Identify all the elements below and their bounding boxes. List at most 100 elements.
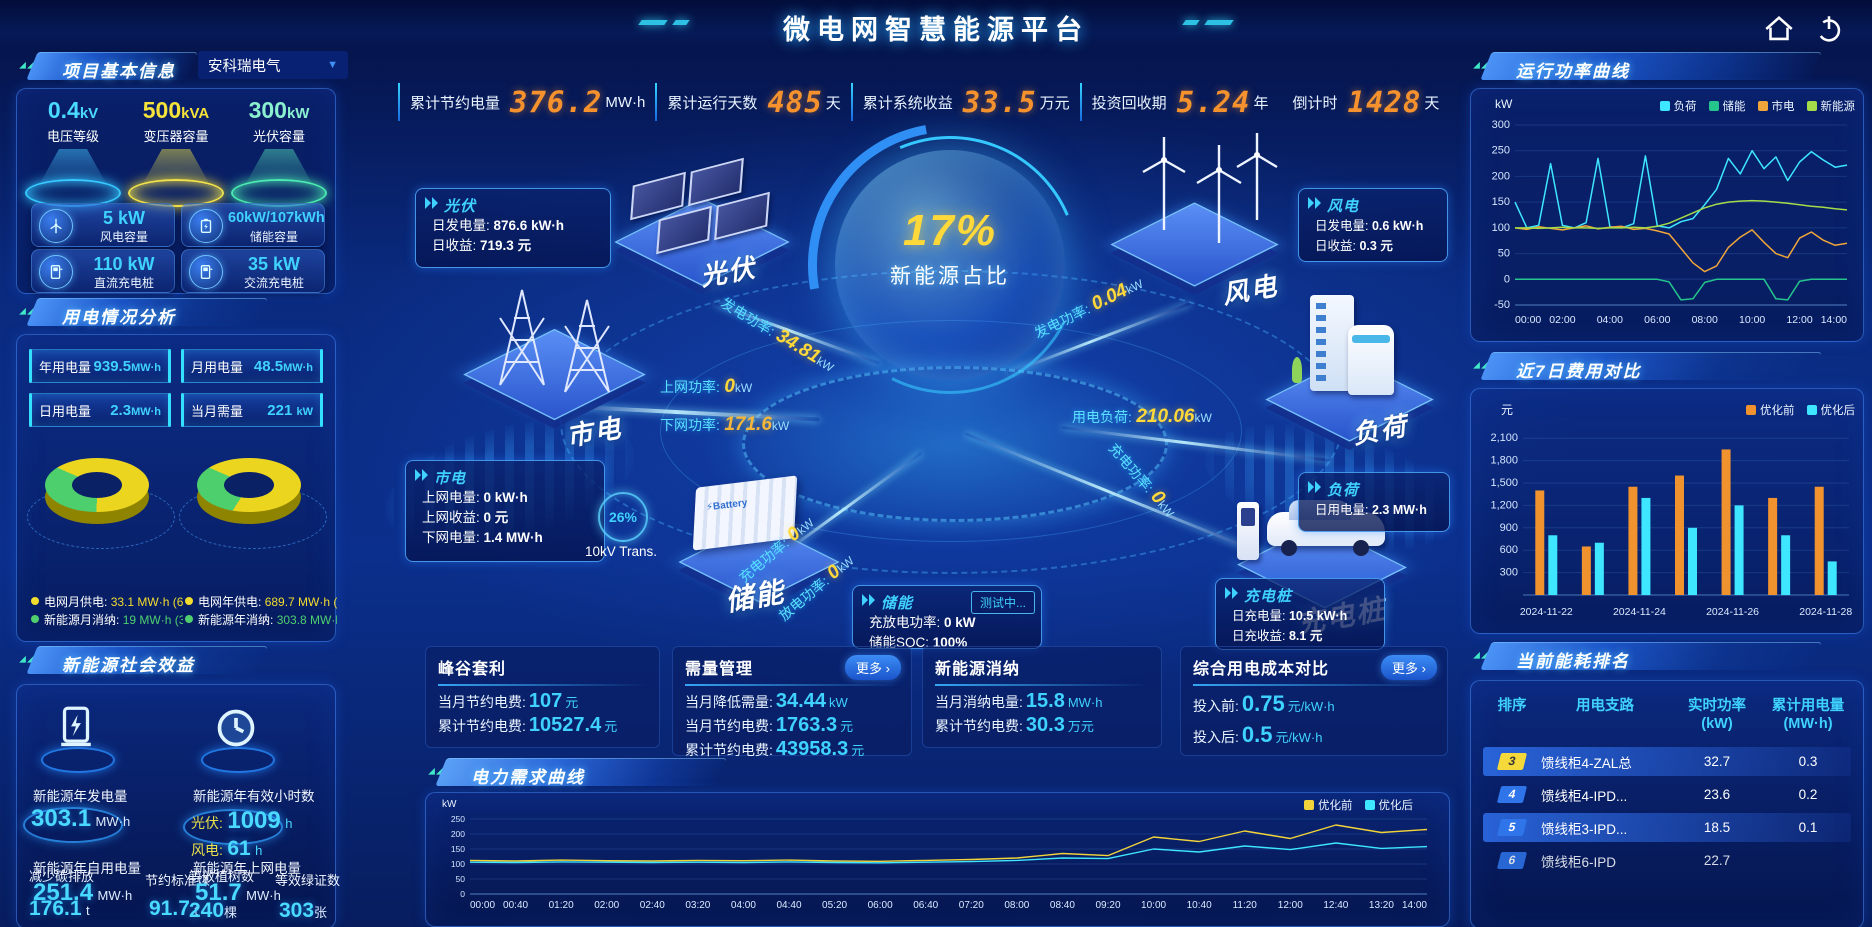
ranking-row[interactable]: 3 馈线柜4-ZAL总 32.7 0.3 — [1483, 747, 1851, 776]
legend-item: 新能源 — [1806, 98, 1855, 114]
header-decoration — [1182, 20, 1200, 25]
card-title: 需量管理 — [685, 661, 754, 678]
renewable-ratio-sphere: 17% 新能源占比 — [752, 67, 1148, 463]
svg-text:2024-11-28: 2024-11-28 — [1799, 606, 1852, 618]
ev-charger-icon — [189, 255, 223, 289]
realtime-power: 32.7 — [1703, 754, 1731, 769]
branch-name: 馈线柜6-IPD — [1541, 854, 1617, 870]
kpi-countdown: 倒计时 1428 天 — [1293, 85, 1440, 119]
info-row: 下网电量: 1.4 MW·h — [422, 530, 543, 545]
svg-text:50: 50 — [456, 874, 466, 884]
ranking-row[interactable]: 6 馈线柜6-IPD 22.7 — [1483, 846, 1851, 875]
svg-text:04:00: 04:00 — [731, 900, 756, 911]
donut-chart — [45, 457, 149, 513]
kpi-separator — [655, 83, 658, 121]
spotlight-value: 300 — [248, 97, 287, 123]
kpi-unit: 天 — [1424, 94, 1440, 112]
svg-text:150: 150 — [1492, 196, 1510, 208]
benefit-export-value: 51.7 MW·h — [195, 879, 281, 906]
flow-feed-in-power: 上网功率: 0kW — [660, 376, 753, 397]
kpi-unit: MW·h — [605, 93, 646, 111]
svg-text:200: 200 — [451, 829, 465, 839]
benefit-coal-value: 91.7 t — [149, 897, 198, 920]
legend-swatch — [1364, 800, 1375, 810]
kpi-payback-period: 投资回收期 5.24 年 — [1092, 85, 1269, 119]
page-title: 微电网智慧能源平台 — [783, 15, 1089, 45]
company-dropdown[interactable]: 安科瑞电气 ▼ — [198, 51, 348, 79]
kpi-unit: 万元 — [1039, 94, 1070, 112]
branch-name: 馈线柜4-IPD... — [1541, 788, 1628, 804]
benefit-label: 新能源年发电量 — [33, 789, 128, 804]
stat-label: 日用电量 — [39, 403, 92, 419]
home-icon[interactable] — [1762, 12, 1798, 48]
benefit-label: 新能源年上网电量 — [193, 861, 301, 876]
svg-text:300: 300 — [1492, 119, 1510, 131]
svg-text:00:00: 00:00 — [470, 900, 495, 911]
value-ring — [23, 807, 123, 843]
panel-title: 电力需求曲线 — [471, 768, 585, 787]
svg-text:2024-11-22: 2024-11-22 — [1520, 606, 1573, 618]
kpi-label: 倒计时 — [1292, 94, 1338, 112]
card-row: 当月节约电费: 1763.3 元 — [685, 714, 854, 736]
power-icon[interactable] — [1812, 12, 1848, 48]
svg-text:2024-11-24: 2024-11-24 — [1613, 606, 1666, 618]
chevron-right-icon — [862, 594, 875, 606]
chevron-right-icon — [1308, 197, 1321, 209]
card-row: 当月消纳电量: 15.8 MW·h — [935, 690, 1103, 712]
rank-badge: 3 — [1483, 753, 1541, 770]
generation-icon — [47, 699, 105, 757]
kpi-unit: 年 — [1253, 94, 1269, 112]
info-row: 日发电量: 0.6 kW·h — [1315, 219, 1424, 233]
stat-day-usage: 日用电量 2.3MW·h — [29, 393, 171, 427]
more-button[interactable]: 更多 › — [845, 655, 901, 680]
battery-icon — [189, 209, 223, 243]
year-energy-donut — [197, 443, 307, 525]
cost-chart-legend: 优化前 优化后 — [1746, 402, 1855, 418]
svg-text:900: 900 — [1500, 522, 1518, 534]
svg-text:04:40: 04:40 — [776, 900, 801, 911]
wind-info-box: 风电 日发电量: 0.6 kW·h 日收益: 0.3 元 — [1298, 188, 1448, 262]
realtime-power: 18.5 — [1703, 820, 1731, 835]
benefit-label: 等效绿证数 — [275, 873, 341, 888]
ranking-row[interactable]: 4 馈线柜4-IPD... 23.6 0.2 — [1483, 780, 1851, 809]
capacity-value: 35 kW — [247, 254, 301, 274]
more-button[interactable]: 更多 › — [1381, 655, 1437, 680]
svg-text:1,500: 1,500 — [1490, 477, 1518, 489]
transformer-load-ring: 26% — [598, 492, 648, 542]
panel-title: 新能源社会效益 — [62, 656, 195, 675]
header-energy: 累计用电量 (MW·h) — [1771, 698, 1845, 732]
legend-dot — [31, 615, 39, 623]
panel-title: 项目基本信息 — [62, 62, 176, 81]
car-wheel — [1353, 540, 1369, 556]
info-row: 日用电量: 2.3 MW·h — [1315, 503, 1427, 517]
stat-value: 2.3MW·h — [110, 401, 161, 419]
card-row: 累计节约电费: 43958.3 元 — [685, 738, 865, 760]
kpi-separator — [1079, 83, 1082, 121]
donut-chart — [197, 457, 301, 513]
kpi-value: 376.2 — [510, 85, 603, 119]
capacity-value: 5 kW — [102, 208, 145, 228]
kpi-value: 5.24 — [1176, 85, 1251, 119]
header-decoration — [672, 20, 690, 25]
value-ring — [183, 809, 283, 845]
legend-swatch — [1304, 800, 1314, 810]
panel-header-ranking: 当前能耗排名 — [1470, 642, 1862, 672]
flow-downstream-power: 下网功率: 171.6kW — [660, 414, 790, 435]
panel-header-project: 项目基本信息 安科瑞电气 ▼ — [16, 51, 348, 82]
kpi-bar: 累计节约电量 376.2 MW·h 累计运行天数 485 天 累计系统收益 33… — [388, 82, 1439, 122]
solar-panel — [688, 157, 744, 207]
info-box-title: 负荷 — [1327, 482, 1360, 499]
y-axis-label: kW — [442, 799, 457, 810]
capacity-label: 储能容量 — [249, 230, 298, 244]
kpi-unit: 天 — [825, 94, 841, 112]
ev-charger-icon — [39, 255, 73, 289]
svg-text:0: 0 — [1504, 273, 1510, 285]
transformer-capacity-spotlight: 500kVA 变压器容量 — [126, 97, 226, 207]
ranking-row[interactable]: 5 馈线柜3-IPD... 18.5 0.1 — [1483, 813, 1851, 842]
ranking-panel: 排序 用电支路 实时功率 (kW) 累计用电量 (MW·h) 3 馈线柜4-ZAL总… — [1470, 680, 1864, 927]
info-row: 日充电量: 10.5 kW·h — [1232, 609, 1348, 623]
stat-value: 939.5MW·h — [93, 357, 161, 375]
svg-text:1,800: 1,800 — [1490, 455, 1518, 467]
legend-grid-year: 电网年供电: 689.7 MW·h (69%) — [185, 593, 337, 610]
branch-name: 馈线柜4-ZAL总 — [1541, 755, 1632, 771]
